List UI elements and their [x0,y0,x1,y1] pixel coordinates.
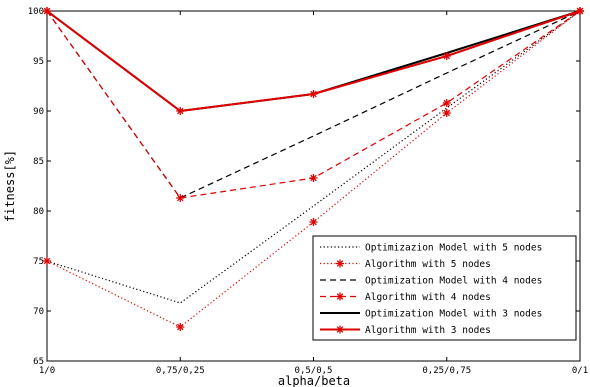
asterisk-stroke [336,293,344,300]
asterisk-stroke [176,194,184,202]
asterisk-stroke [310,218,317,226]
asterisk-stroke [176,323,184,331]
asterisk-stroke [43,7,51,15]
data-point [43,7,51,15]
x-tick-label: 0,75/0,25 [156,366,205,376]
legend-marker [336,259,344,268]
asterisk-stroke [310,174,317,182]
legend-entry: Algorithm with 3 nodes [320,325,491,336]
legend-entry: Optimizazion Model with 5 nodes [320,243,542,254]
y-tick-label: 65 [33,357,44,367]
legend-label: Optimization Model with 4 nodes [365,276,542,287]
series-6 [43,7,584,115]
asterisk-stroke [176,107,184,115]
legend-entry: Algorithm with 4 nodes [320,292,491,303]
data-point [43,257,51,265]
y-tick-label: 80 [33,207,44,217]
data-point [176,323,185,331]
legend-label: Algorithm with 5 nodes [365,259,491,270]
data-point [442,109,451,117]
y-tick-label: 90 [33,107,44,117]
y-tick-label: 75 [33,257,44,267]
legend-label: Optimization Model with 3 nodes [365,309,542,320]
data-point [309,218,318,226]
asterisk-stroke [43,257,51,265]
x-tick-label: 1/0 [39,366,55,376]
legend: Optimizazion Model with 5 nodes Algorithm… [312,235,577,341]
asterisk-stroke [443,109,451,117]
asterisk-stroke [576,7,584,15]
legend-label: Optimizazion Model with 5 nodes [365,243,542,254]
legend-entry: Optimization Model with 3 nodes [320,309,542,320]
legend-label: Algorithm with 3 nodes [365,325,491,336]
data-point [176,107,185,115]
x-tick-label: 0,5/0,5 [295,366,333,376]
legend-marker [336,292,344,301]
asterisk-stroke [443,99,451,107]
y-tick-label: 95 [33,57,44,67]
legend-label: Algorithm with 4 nodes [365,292,491,303]
y-tick-label: 70 [33,307,44,317]
asterisk-stroke [336,260,344,267]
legend-marker [336,325,344,334]
series-layer [43,7,584,331]
legend-box [312,235,577,341]
data-point [176,194,185,202]
asterisk-stroke [310,90,317,98]
data-point [309,174,318,182]
y-tick-label: 100 [28,7,44,17]
x-tick-label: 0/1 [572,366,588,376]
legend-entry: Optimization Model with 4 nodes [320,276,542,287]
data-point [442,52,451,60]
asterisk-stroke [336,326,344,333]
legend-entry: Algorithm with 5 nodes [320,259,491,270]
y-axis-title: fitness[%] [3,150,17,222]
data-point [309,90,318,98]
x-tick-label: 0,25/0,75 [422,366,471,376]
x-axis-title: alpha/beta [278,374,350,387]
data-point [442,99,451,107]
asterisk-stroke [443,52,451,60]
y-tick-label: 85 [33,157,44,167]
axes: 65 70 75 80 85 90 95 100 1/0 0,75/0,25 0,5/0,5 0,25… [28,7,588,376]
data-point [576,7,584,15]
